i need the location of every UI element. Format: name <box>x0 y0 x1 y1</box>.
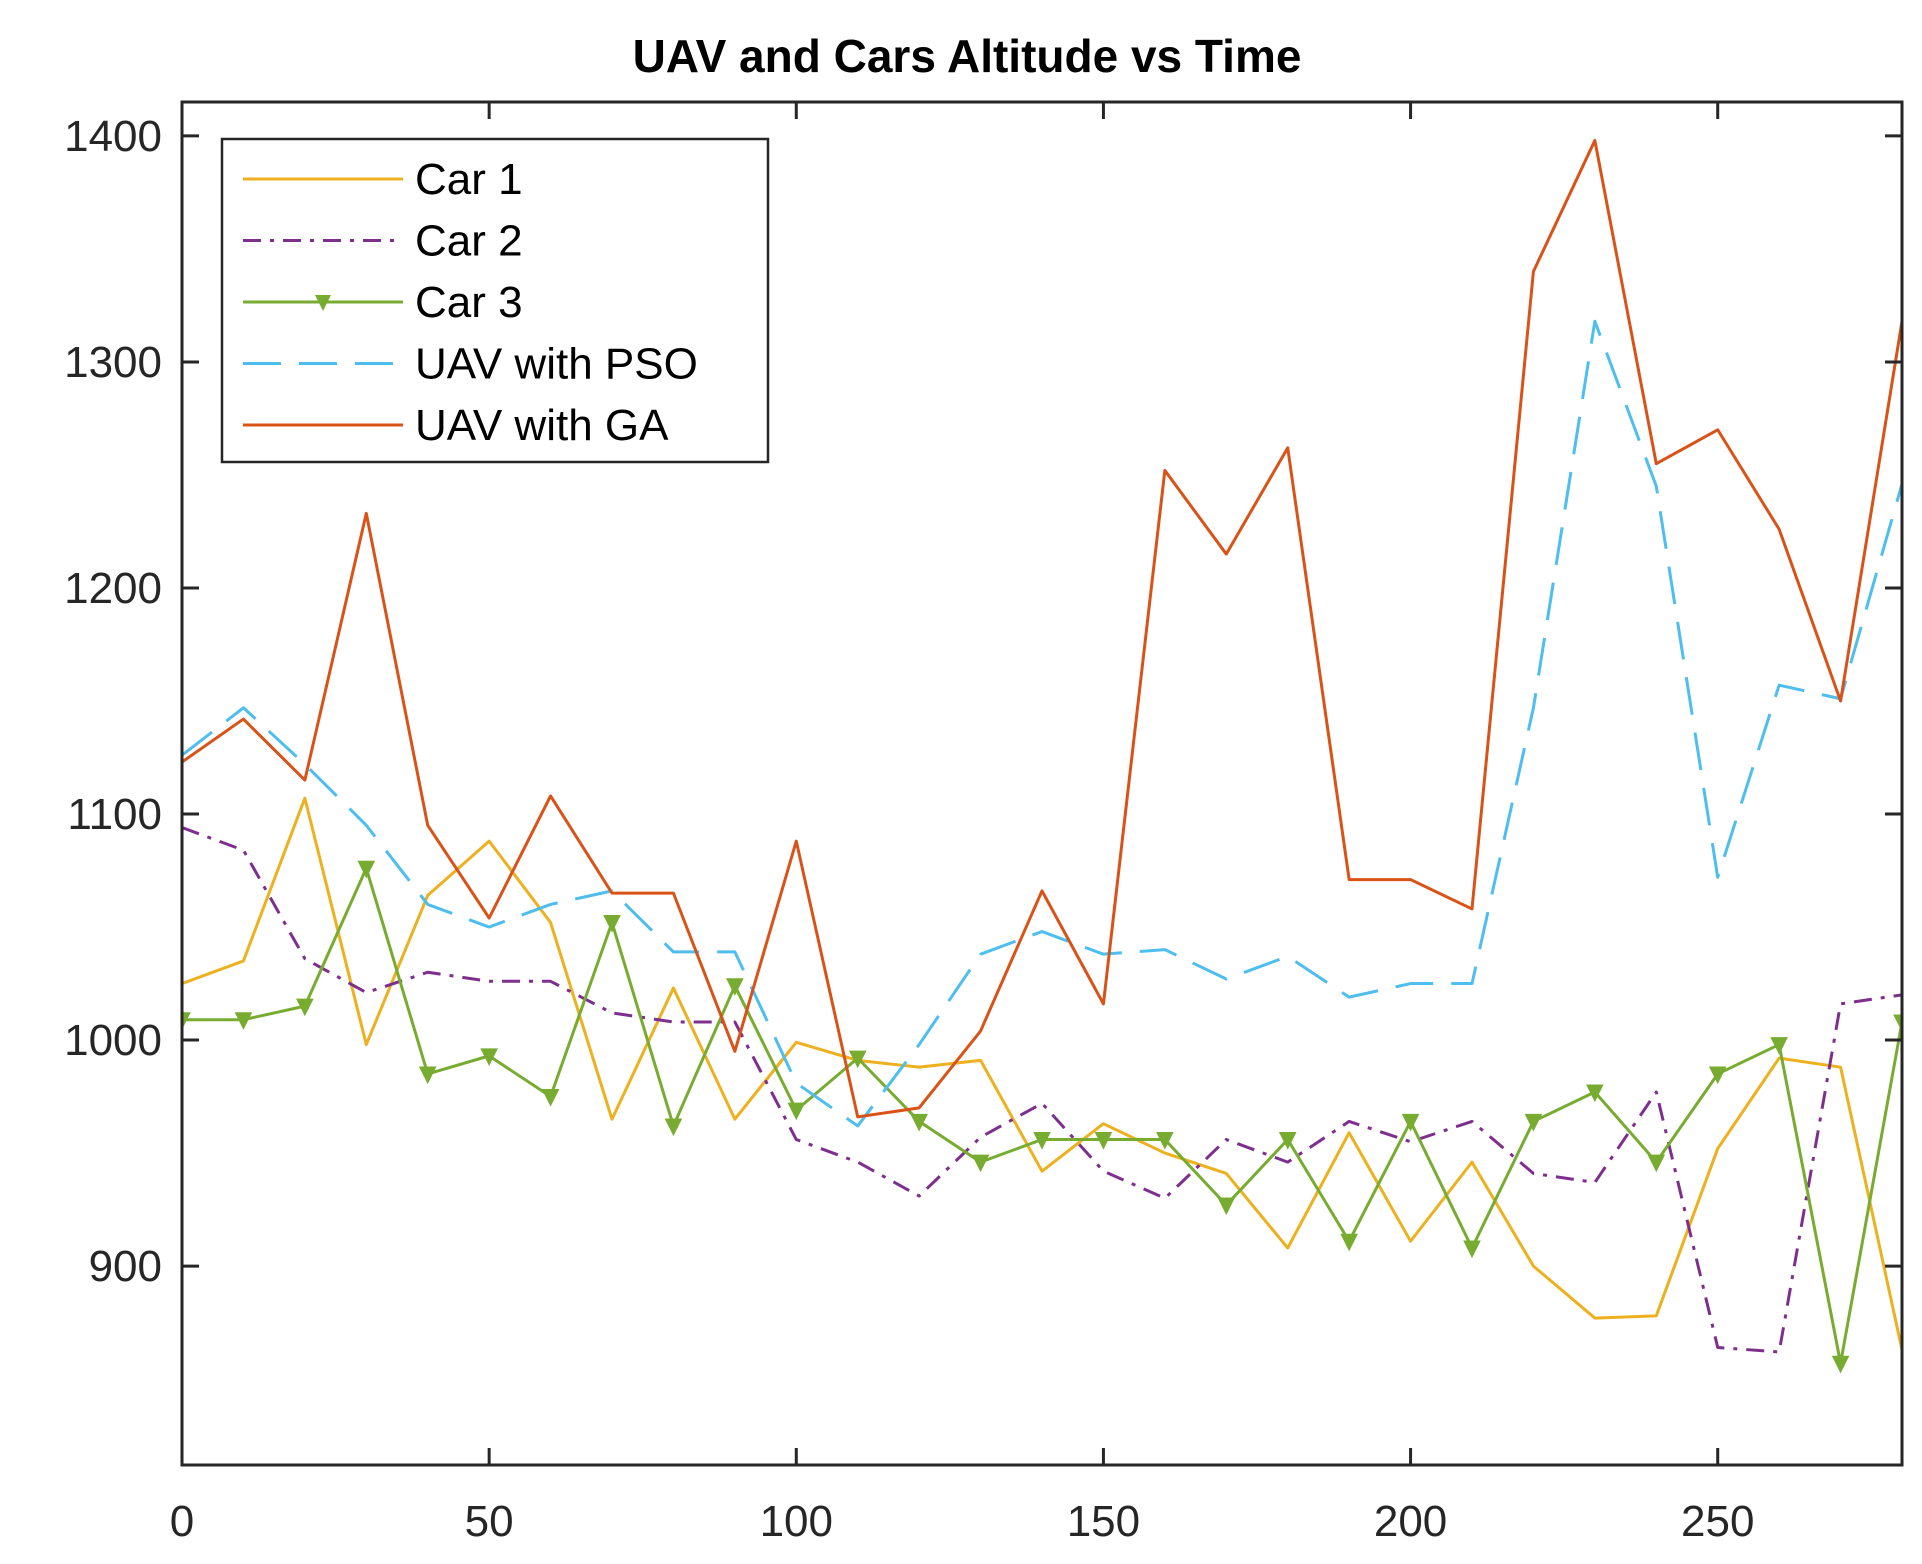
series-3-marker <box>296 998 314 1017</box>
series-3-marker <box>1217 1197 1236 1216</box>
series-3-marker <box>1094 1132 1113 1150</box>
x-tick-label: 250 <box>1681 1497 1754 1546</box>
y-tick-label: 1400 <box>64 112 162 161</box>
x-tick-label: 0 <box>170 1497 194 1546</box>
series-3-marker <box>1524 1113 1543 1132</box>
series-3-marker <box>357 860 376 879</box>
chart-title: UAV and Cars Altitude vs Time <box>633 30 1302 82</box>
series-3-marker <box>1770 1037 1788 1055</box>
series-3-marker <box>787 1102 806 1121</box>
series-3-marker <box>848 1050 867 1069</box>
series-line-2 <box>182 826 1902 1354</box>
legend-label-4: UAV with PSO <box>415 340 698 389</box>
series-3-marker <box>1033 1132 1051 1150</box>
legend-label-3: Car 3 <box>415 278 523 327</box>
y-tick-label: 1300 <box>64 338 162 387</box>
axes-layer: 0 50 100 150 200 250 900 1000 1100 1200 1300 1400 <box>64 100 1904 1546</box>
series-3-marker <box>1463 1240 1481 1259</box>
legend-label-2: Car 2 <box>415 217 523 266</box>
series-3-marker <box>182 1012 191 1030</box>
series-line-1 <box>182 796 1902 1351</box>
series-3-marker <box>664 1118 683 1137</box>
series-line-4 <box>182 319 1902 1128</box>
series-3-marker <box>480 1048 498 1066</box>
series-3-marker <box>603 915 621 933</box>
series-3-marker <box>541 1089 560 1107</box>
series-3-marker <box>1340 1233 1358 1252</box>
series-3-marker <box>726 978 744 996</box>
series-3-marker <box>1586 1084 1604 1103</box>
series-3-marker <box>1708 1066 1727 1085</box>
series-3-marker <box>971 1154 990 1173</box>
series-3-marker <box>1156 1132 1174 1150</box>
legend-label-1: Car 1 <box>415 155 523 204</box>
legend-marker-3 <box>315 295 331 311</box>
series-3-marker <box>910 1113 928 1132</box>
legend: Car 1 Car 2 Car 3 UAV with PSO UAV with GA <box>220 137 770 464</box>
x-tick-label: 200 <box>1374 1497 1447 1546</box>
series-3-marker <box>1893 1014 1902 1033</box>
series-3-marker <box>1831 1355 1850 1374</box>
series-3-marker <box>234 1012 253 1030</box>
series-line-5 <box>182 138 1902 1119</box>
legend-label-5: UAV with GA <box>415 401 669 450</box>
axes-box <box>180 100 1904 1467</box>
y-tick-label: 900 <box>89 1242 162 1291</box>
x-tick-label: 150 <box>1067 1497 1140 1546</box>
series-3-marker <box>1278 1132 1297 1150</box>
series-3-marker <box>418 1066 437 1085</box>
x-tick-label: 50 <box>465 1497 514 1546</box>
y-tick-label: 1000 <box>64 1016 162 1065</box>
series-3-marker <box>1401 1113 1420 1132</box>
y-tick-label: 1100 <box>67 790 162 839</box>
series-layer <box>182 138 1902 1374</box>
series-3-marker <box>1647 1154 1666 1173</box>
y-tick-label: 1200 <box>64 564 162 613</box>
x-tick-label: 100 <box>760 1497 833 1546</box>
